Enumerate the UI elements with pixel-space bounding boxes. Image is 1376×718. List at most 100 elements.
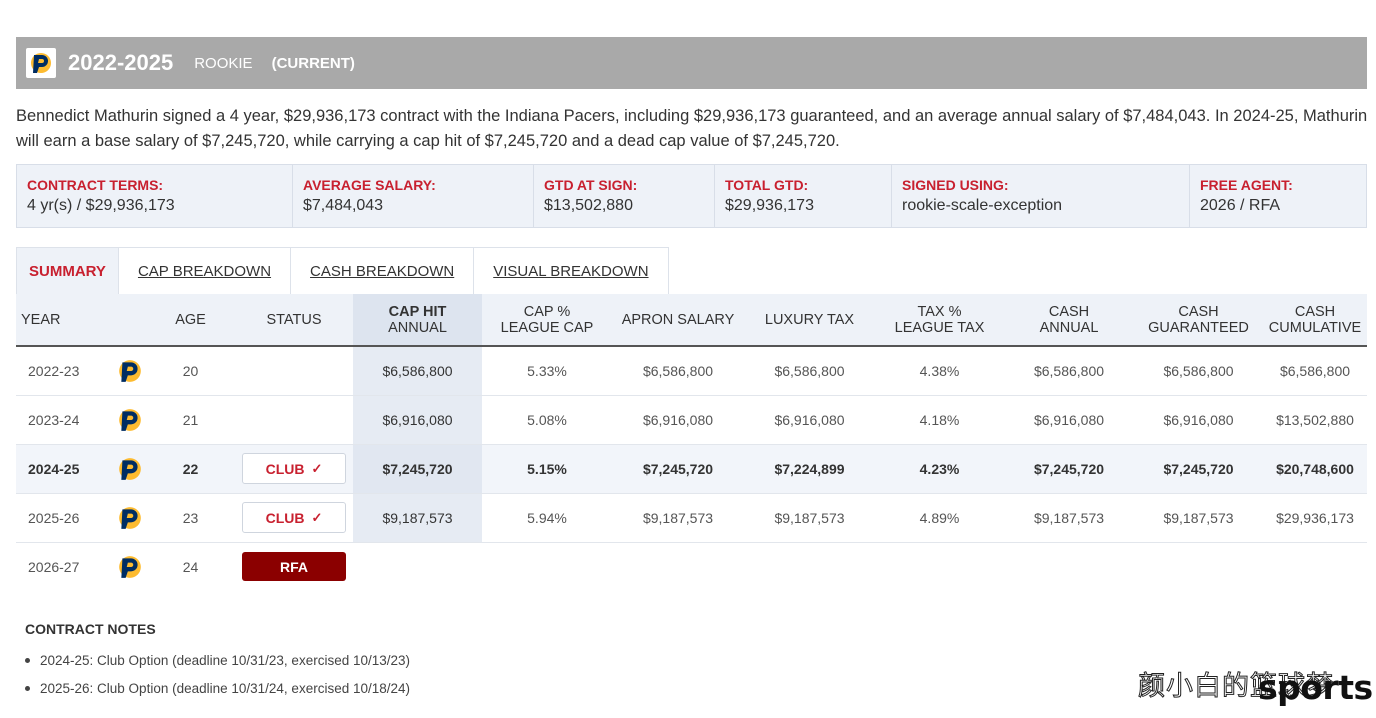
table-row: 2023-24 21 $6,916,080 5.08% $6,916,080 $… xyxy=(16,395,1367,445)
tab-visual-breakdown[interactable]: VISUAL BREAKDOWN xyxy=(474,248,668,295)
col-cap-hit-l2: ANNUAL xyxy=(388,319,447,336)
cell-cash-annual: $9,187,573 xyxy=(1004,493,1134,543)
contract-header: 2022-2025 ROOKIE (CURRENT) xyxy=(16,37,1367,89)
watermark-en: sports xyxy=(1258,668,1373,707)
cell-apron: $9,187,573 xyxy=(612,493,744,543)
bullet-icon xyxy=(25,658,30,663)
col-age: AGE xyxy=(146,294,235,347)
tab-cash-breakdown[interactable]: CASH BREAKDOWN xyxy=(291,248,475,295)
contract-terms: CONTRACT TERMS: 4 yr(s) / $29,936,173 AV… xyxy=(16,164,1367,228)
list-item: 2024-25: Club Option (deadline 10/31/23,… xyxy=(25,652,410,680)
contract-notes-list: 2024-25: Club Option (deadline 10/31/23,… xyxy=(25,652,410,708)
term-label: AVERAGE SALARY: xyxy=(303,177,436,193)
col-cap-hit: CAP HIT ANNUAL xyxy=(353,294,482,347)
cell-logo xyxy=(113,542,146,591)
cell-cap-pct: 5.33% xyxy=(482,346,612,396)
col-tax-pct-l2: LEAGUE TAX xyxy=(894,319,985,336)
contract-current-label: (CURRENT) xyxy=(271,54,355,72)
cell-cash-annual: $6,916,080 xyxy=(1004,395,1134,445)
note-text: 2025-26: Club Option (deadline 10/31/24,… xyxy=(40,681,411,696)
col-logo xyxy=(113,294,146,347)
cell-cash-annual: $6,586,800 xyxy=(1004,346,1134,396)
watermark: 颜小白的篮球梦 sports xyxy=(1138,664,1374,708)
cell-age: 21 xyxy=(146,395,235,445)
cell-age: 23 xyxy=(146,493,235,543)
cell-status: CLUB ✓ xyxy=(235,444,353,494)
table-row: 2022-23 20 $6,586,800 5.33% $6,586,800 $… xyxy=(16,346,1367,396)
breakdown-tabs: SUMMARY CAP BREAKDOWN CASH BREAKDOWN VIS… xyxy=(16,247,669,295)
term-value: 2026 / RFA xyxy=(1200,197,1281,214)
pacers-logo-icon xyxy=(118,408,141,431)
table-row: 2025-26 23 CLUB ✓ $9,187,573 5.94% $9,187… xyxy=(16,493,1367,543)
cell-empty xyxy=(875,542,1004,591)
cell-tax-pct: 4.38% xyxy=(875,346,1004,396)
col-cash-annual-l2: ANNUAL xyxy=(1039,319,1099,336)
cell-cash-cumulative: $29,936,173 xyxy=(1263,493,1367,543)
col-cap-pct-l1: CAP % xyxy=(523,303,571,320)
cell-cash-cumulative: $13,502,880 xyxy=(1263,395,1367,445)
col-year: YEAR xyxy=(16,294,113,347)
cell-luxury-tax: $9,187,573 xyxy=(744,493,875,543)
cell-cap-hit: $6,916,080 xyxy=(353,395,482,445)
cell-logo xyxy=(113,444,146,494)
col-tax-pct-l1: TAX % xyxy=(917,303,962,320)
cell-tax-pct: 4.18% xyxy=(875,395,1004,445)
term-total-gtd: TOTAL GTD: $29,936,173 xyxy=(715,165,892,227)
cell-cap-hit xyxy=(353,542,482,591)
table-header-row: YEAR AGE STATUS CAP HIT ANNUAL CAP % LEAGU… xyxy=(16,294,1367,347)
col-tax-pct: TAX % LEAGUE TAX xyxy=(875,294,1004,347)
cell-year: 2025-26 xyxy=(16,493,113,543)
cell-cash-guaranteed: $9,187,573 xyxy=(1134,493,1263,543)
tab-summary[interactable]: SUMMARY xyxy=(17,248,119,295)
check-icon: ✓ xyxy=(311,460,323,476)
term-label: CONTRACT TERMS: xyxy=(27,177,164,193)
cell-cap-pct: 5.15% xyxy=(482,444,612,494)
club-option-badge[interactable]: CLUB ✓ xyxy=(242,502,346,533)
col-cash-cum-l1: CASH xyxy=(1294,303,1336,320)
tab-cap-breakdown[interactable]: CAP BREAKDOWN xyxy=(118,248,292,295)
cell-logo xyxy=(113,346,146,396)
cell-empty xyxy=(612,542,744,591)
cell-apron: $6,916,080 xyxy=(612,395,744,445)
table-row: 2026-27 24 RFA xyxy=(16,542,1367,591)
col-cap-pct-l2: LEAGUE CAP xyxy=(500,319,594,336)
cell-logo xyxy=(113,493,146,543)
cell-apron: $7,245,720 xyxy=(612,444,744,494)
table-row-current: 2024-25 22 CLUB ✓ $7,245,720 5.15% $7,245… xyxy=(16,444,1367,494)
term-value: $13,502,880 xyxy=(544,197,633,214)
contract-notes-title: CONTRACT NOTES xyxy=(25,621,156,637)
cell-logo xyxy=(113,395,146,445)
pacers-logo-icon xyxy=(118,506,141,529)
badge-label: CLUB xyxy=(265,460,305,477)
cell-year: 2026-27 xyxy=(28,558,80,575)
col-cash-annual: CASH ANNUAL xyxy=(1004,294,1134,347)
club-option-badge[interactable]: CLUB ✓ xyxy=(242,453,346,484)
term-value: rookie-scale-exception xyxy=(902,197,1063,214)
pacers-logo-icon xyxy=(118,457,141,480)
cell-age: 22 xyxy=(146,444,235,494)
cell-luxury-tax: $7,224,899 xyxy=(744,444,875,494)
col-luxury-tax: LUXURY TAX xyxy=(744,294,875,347)
col-cap-hit-l1: CAP HIT xyxy=(388,303,447,320)
cell-cash-cumulative: $20,748,600 xyxy=(1263,444,1367,494)
cell-cash-annual: $7,245,720 xyxy=(1004,444,1134,494)
cell-status xyxy=(235,395,353,445)
watermark-cn: 颜小白的篮球梦 xyxy=(1138,671,1334,703)
term-value: $29,936,173 xyxy=(725,197,814,214)
cell-year: 2024-25 xyxy=(16,444,113,494)
pacers-logo-icon xyxy=(118,359,141,382)
contract-description: Bennedict Mathurin signed a 4 year, $29,… xyxy=(16,107,1368,150)
term-label: TOTAL GTD: xyxy=(725,177,809,193)
cell-age: 20 xyxy=(146,346,235,396)
rfa-badge[interactable]: RFA xyxy=(242,552,346,582)
term-gtd-at-sign: GTD AT SIGN: $13,502,880 xyxy=(534,165,715,227)
bullet-icon xyxy=(25,686,30,691)
cell-tax-pct: 4.23% xyxy=(875,444,1004,494)
pacers-logo-icon xyxy=(26,48,56,78)
cell-empty xyxy=(482,542,612,591)
cell-cash-guaranteed: $6,586,800 xyxy=(1134,346,1263,396)
term-value: 4 yr(s) / $29,936,173 xyxy=(27,197,175,214)
cell-cap-hit: $9,187,573 xyxy=(353,493,482,543)
cell-cash-guaranteed: $6,916,080 xyxy=(1134,395,1263,445)
cell-age: 24 xyxy=(182,558,199,575)
